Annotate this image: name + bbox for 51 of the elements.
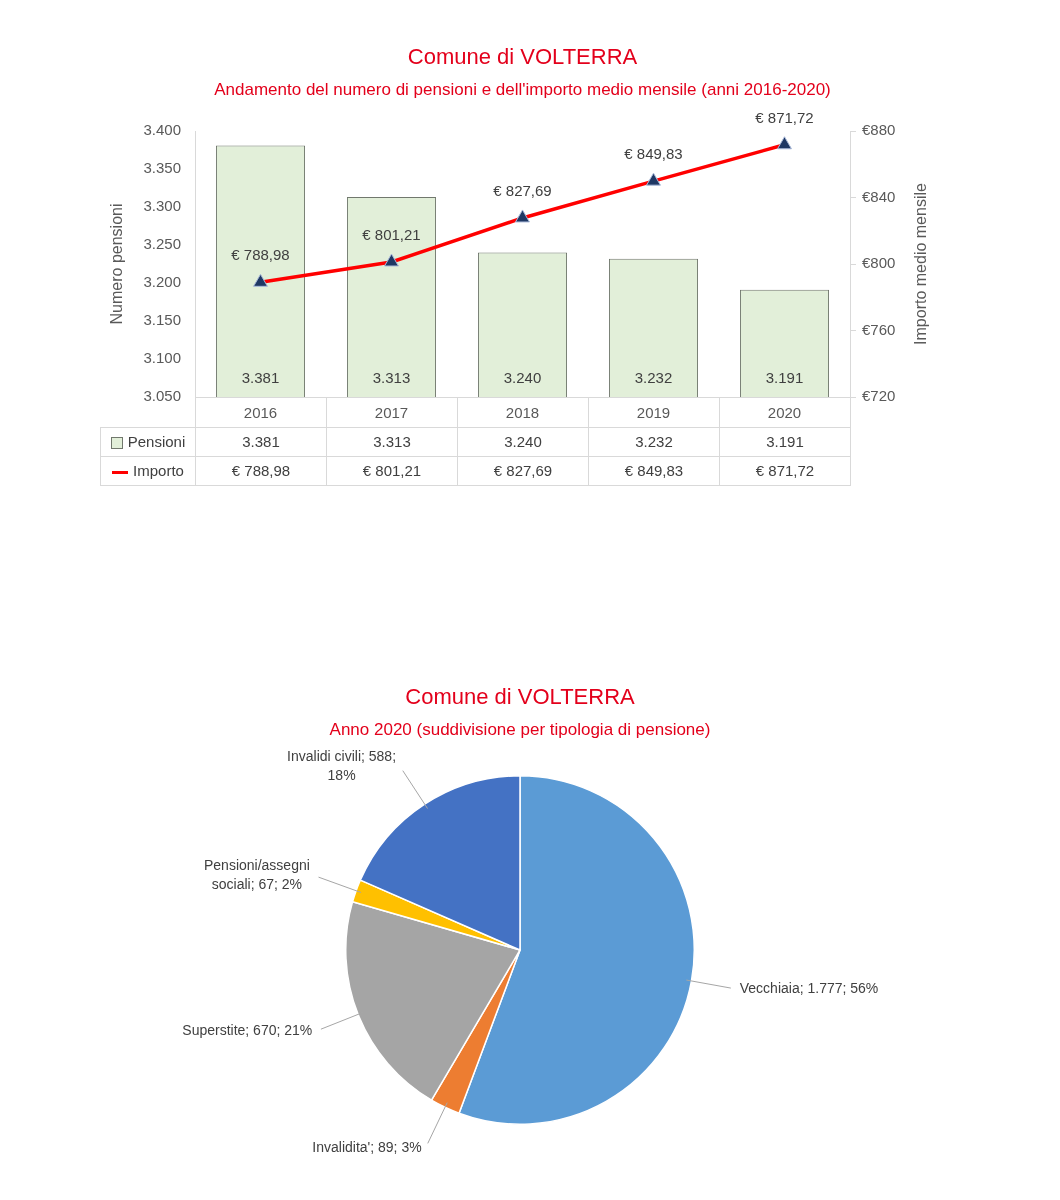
data-label: 3.191	[766, 433, 804, 450]
y2-tick-label: €760	[862, 320, 896, 338]
text: € 788,98	[231, 246, 290, 264]
text: € 827,69	[493, 182, 552, 200]
y2-tick-label: €840	[862, 187, 896, 205]
chart-subtitle: Anno 2020 (suddivisione per tipologia di pensione)	[329, 719, 711, 739]
x-tick-label: 2019	[636, 404, 671, 422]
legend-label: Importo	[133, 462, 184, 479]
y-tick-label: 3.200	[143, 273, 181, 291]
data-label: 3.381	[242, 433, 280, 450]
text: € 871,72	[755, 108, 814, 126]
x-tick-label: 2016	[243, 404, 278, 422]
y-tick-label: 3.400	[143, 121, 181, 139]
y-tick-label: 3.300	[143, 197, 181, 215]
y2-tick-label: €800	[862, 254, 896, 272]
y-tick-label: 3.250	[143, 235, 181, 253]
text: 3.232	[634, 369, 673, 387]
slice-label: Superstite; 670; 21%	[182, 1021, 313, 1038]
text: 3.313	[372, 369, 411, 387]
y-tick-label: 3.100	[143, 349, 181, 367]
slice-label: Invalidi civili; 588; 18%	[287, 747, 397, 783]
y2-tick-label: €880	[862, 121, 896, 139]
text: € 849,83	[624, 145, 683, 163]
data-label: 3.313	[373, 433, 411, 450]
text: 3.381	[241, 369, 280, 387]
y-axis-title: Numero pensioni	[108, 203, 126, 325]
slice-label: Invalidita'; 89; 3%	[312, 1138, 422, 1155]
chart-subtitle: Andamento del numero di pensioni e dell'importo medio mensile (anni 2016-2020)	[214, 79, 831, 99]
x-tick-label: 2017	[374, 404, 409, 422]
x-tick-label: 2020	[767, 404, 802, 422]
data-label: € 801,21	[362, 462, 422, 479]
text: 3.240	[503, 369, 542, 387]
y2-axis-title: Importo medio mensile	[912, 182, 930, 345]
data-label: 3.240	[504, 433, 542, 450]
slice-label: Pensioni/assegni sociali; 67; 2%	[203, 856, 310, 892]
data-label: € 788,98	[231, 462, 291, 479]
y-tick-label: 3.150	[143, 311, 181, 329]
chart-title: Comune di VOLTERRA	[407, 44, 638, 70]
data-label: € 871,72	[755, 462, 815, 479]
chart-title: Comune di VOLTERRA	[405, 684, 636, 710]
legend-label: Pensioni	[127, 433, 186, 450]
slice-label: Vecchiaia; 1.777; 56%	[739, 979, 879, 996]
x-tick-label: 2018	[505, 404, 540, 422]
y-tick-label: 3.050	[143, 387, 181, 405]
text: 3.191	[765, 369, 804, 387]
data-label: € 849,83	[624, 462, 684, 479]
y-tick-label: 3.350	[143, 159, 181, 177]
text: € 801,21	[362, 226, 421, 244]
data-label: € 827,69	[493, 462, 553, 479]
data-label: 3.232	[635, 433, 673, 450]
y2-tick-label: €720	[862, 387, 896, 405]
